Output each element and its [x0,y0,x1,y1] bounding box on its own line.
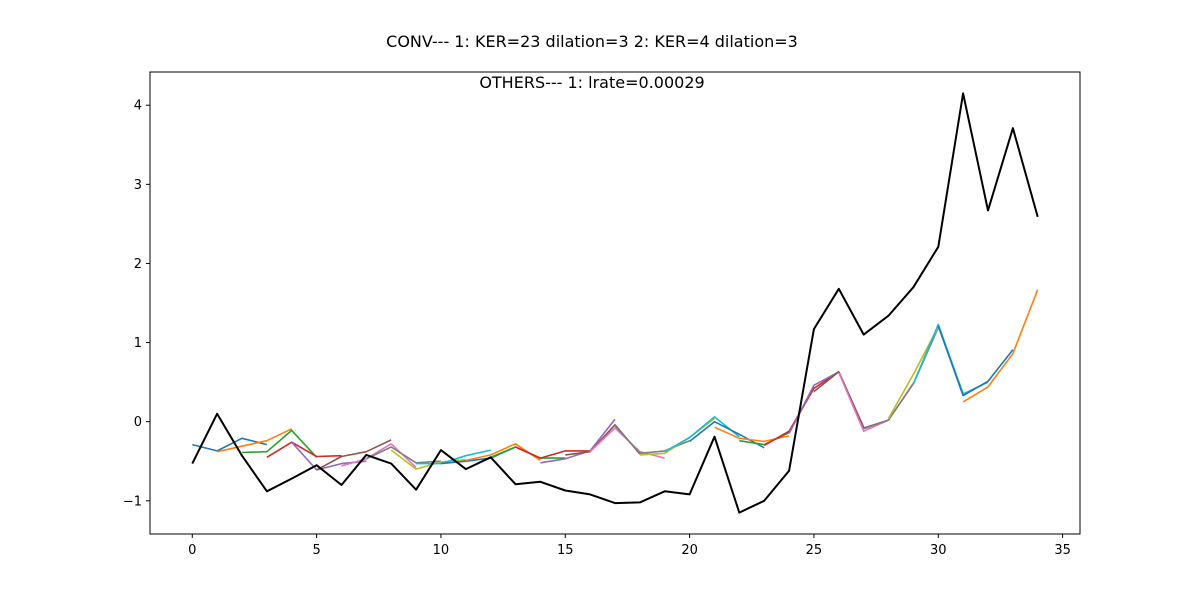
series-layer [191,92,1039,514]
x-tick-label: 25 [806,543,823,558]
x-tick-label: 0 [188,543,196,558]
x-tick-label: 10 [433,543,450,558]
y-tick-label: 1 [134,336,142,351]
series-line-4 [266,441,342,458]
series-line-33 [191,92,1039,514]
y-tick-label: 0 [134,415,142,430]
series-line-6 [316,439,392,471]
x-tick-label: 20 [681,543,698,558]
chart-title: CONV--- 1: KER=23 dilation=3 2: KER=4 di… [386,32,798,51]
x-tick-label: 5 [312,543,320,558]
series-line-15 [540,418,616,464]
plot-frame [149,71,1081,535]
series-line-14 [515,446,591,459]
y-axis: −1 0 1 2 3 4 [123,99,150,509]
y-tick-label: 3 [134,178,142,193]
x-tick-label: 35 [1054,543,1071,558]
series-line-1 [192,437,268,452]
chart-subtitle: OTHERS--- 1: lrate=0.00029 [479,73,704,92]
y-tick-label: 4 [134,99,142,114]
y-tick-label: −1 [123,494,142,509]
series-line-32 [962,289,1039,403]
x-tick-label: 30 [930,543,947,558]
series-line-8 [365,446,441,464]
x-axis: 0 5 10 15 20 25 30 35 [188,534,1071,558]
series-line-20 [664,416,740,453]
y-tick-label: 2 [134,257,142,272]
series-line-2 [216,428,293,453]
series-line-21 [689,420,765,449]
x-tick-label: 15 [557,543,574,558]
series-line-31 [937,325,1014,397]
series-line-3 [241,429,318,458]
